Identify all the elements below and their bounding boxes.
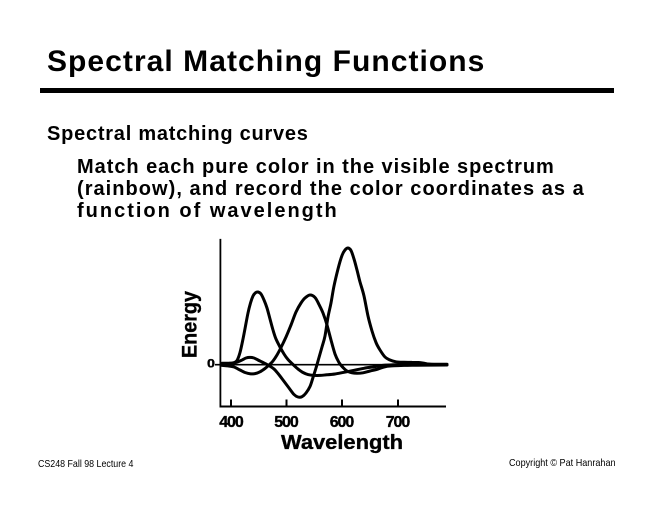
svg-text:0: 0 bbox=[207, 356, 215, 370]
svg-text:600: 600 bbox=[330, 414, 355, 431]
svg-text:400: 400 bbox=[219, 414, 244, 431]
svg-text:700: 700 bbox=[386, 414, 411, 431]
svg-text:500: 500 bbox=[274, 414, 299, 431]
svg-text:Wavelength: Wavelength bbox=[281, 432, 403, 454]
svg-text:Energy: Energy bbox=[179, 291, 202, 358]
